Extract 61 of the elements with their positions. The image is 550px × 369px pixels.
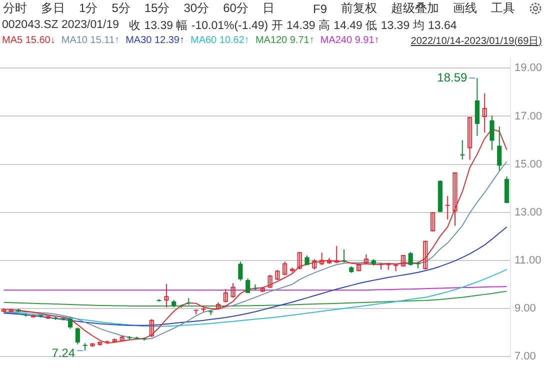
candlestick <box>75 327 80 345</box>
candlestick <box>444 195 450 220</box>
text: 多日 <box>41 0 65 17</box>
candlestick <box>246 278 250 294</box>
candlestick <box>334 245 339 264</box>
candlestick <box>268 274 272 288</box>
candlestick <box>467 116 472 160</box>
candlestick <box>230 282 236 298</box>
candlestick <box>364 254 369 264</box>
text: 分时 <box>3 0 27 17</box>
candlestick <box>423 240 428 270</box>
candlestick <box>164 283 169 308</box>
candlestick <box>341 249 347 264</box>
y-tick-label: 11.00 <box>514 254 542 266</box>
text: MA30 12.39↑ <box>126 35 184 46</box>
annotation: 7.24 <box>52 346 76 360</box>
candlestick <box>275 269 280 281</box>
candlestick <box>452 172 458 226</box>
text: 工具 <box>491 0 515 17</box>
candlestick <box>400 254 406 267</box>
text: 15分 <box>144 0 170 17</box>
text: 超级叠加 <box>391 0 439 17</box>
candlestick <box>312 258 317 270</box>
candlestick <box>386 262 392 270</box>
text: 日 <box>262 0 274 17</box>
text: MA60 10.62↑ <box>190 35 250 46</box>
candlestick <box>482 92 487 134</box>
text: MA5 15.60↓ <box>2 35 56 46</box>
candlestick <box>297 251 302 270</box>
annotation: 18.59 <box>437 70 468 84</box>
y-tick-label: 19.00 <box>514 62 542 74</box>
text: 60分 <box>223 0 248 17</box>
y-tick-label: 17.00 <box>514 110 542 122</box>
text: 1分 <box>79 0 98 17</box>
candlestick <box>149 318 154 338</box>
text: MA120 9.71↑ <box>255 35 314 46</box>
y-tick-label: 7.00 <box>514 350 536 362</box>
candlestick <box>320 252 324 266</box>
candlestick <box>238 261 243 282</box>
text: 2022/10/14-2023/01/19(69日) <box>410 34 542 48</box>
text: MA10 15.11↑ <box>61 35 120 46</box>
candlestick <box>282 261 288 276</box>
chart-title: 002043.SZ 2023/01/19 <box>2 19 120 31</box>
text: 前复权 <box>341 0 377 17</box>
candlestick <box>408 251 413 266</box>
candlestick <box>497 126 502 172</box>
y-tick-label: 15.00 <box>514 158 542 170</box>
y-tick-label: 13.00 <box>514 206 542 218</box>
chart-subtitle: 收 13.39 幅 -10.01%(-1.49) 开 14.39 高 14.49 低 13.39 均 13.64 <box>129 18 457 32</box>
candlestick <box>474 78 480 136</box>
text: 5分 <box>112 0 130 17</box>
candlestick <box>68 317 73 330</box>
candlestick <box>223 288 228 303</box>
candlestick <box>490 115 494 151</box>
text: MA240 9.91↑ <box>320 35 380 46</box>
candlestick <box>430 212 436 232</box>
text: 30分 <box>184 0 210 17</box>
y-tick-label: 9.00 <box>514 302 536 314</box>
text: 画线 <box>453 0 477 17</box>
candlestick <box>460 140 466 160</box>
text: F9 <box>312 2 327 16</box>
